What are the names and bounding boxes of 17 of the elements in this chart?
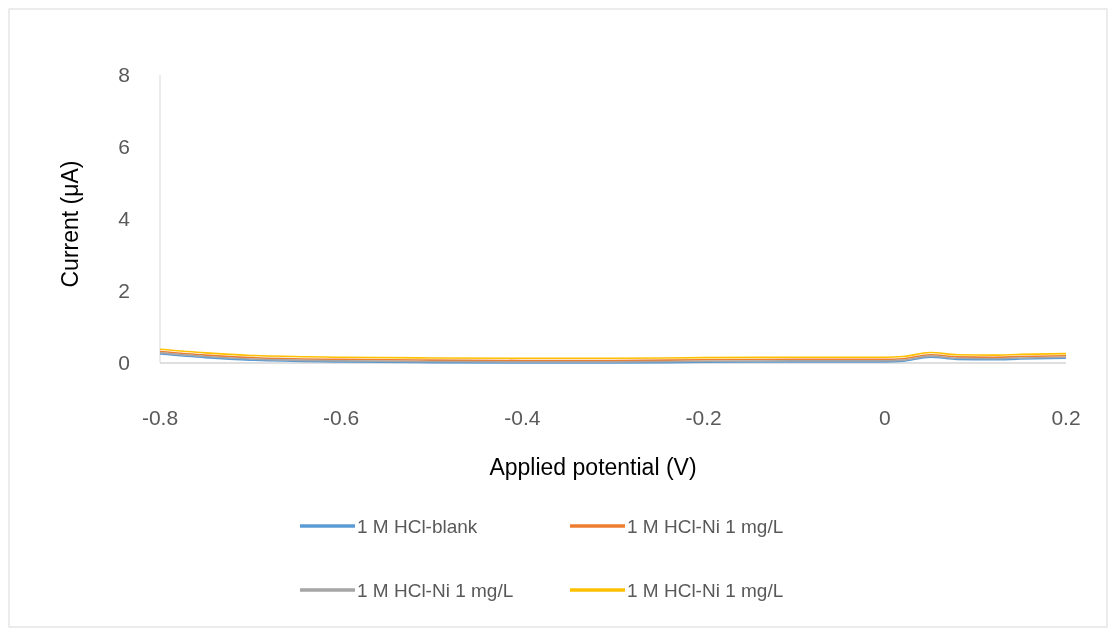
y-tick-label: 4 bbox=[118, 207, 131, 231]
legend-label: 1 M HCl-Ni 1 mg/L bbox=[627, 515, 784, 537]
x-tick-label: -0.6 bbox=[323, 406, 360, 429]
y-tick-label: 6 bbox=[118, 135, 130, 159]
x-tick-label: 0 bbox=[878, 406, 891, 429]
legend-label: 1 M HCl-Ni 1 mg/L bbox=[627, 579, 784, 601]
y-tick-label: 2 bbox=[118, 279, 130, 303]
y-tick-label: 0 bbox=[118, 351, 130, 375]
x-tick-label: -0.8 bbox=[141, 406, 179, 429]
y-axis-title: Current (μA) bbox=[57, 160, 83, 288]
y-tick-label: 8 bbox=[118, 63, 130, 87]
legend-label: 1 M HCl-Ni 1 mg/L bbox=[357, 579, 514, 601]
x-tick-label: -0.4 bbox=[504, 406, 541, 429]
legend-label: 1 M HCl-blank bbox=[357, 515, 478, 537]
x-tick-label: -0.2 bbox=[685, 406, 722, 429]
x-axis-title: Applied potential (V) bbox=[489, 454, 697, 480]
x-tick-label: 0.2 bbox=[1051, 406, 1081, 429]
